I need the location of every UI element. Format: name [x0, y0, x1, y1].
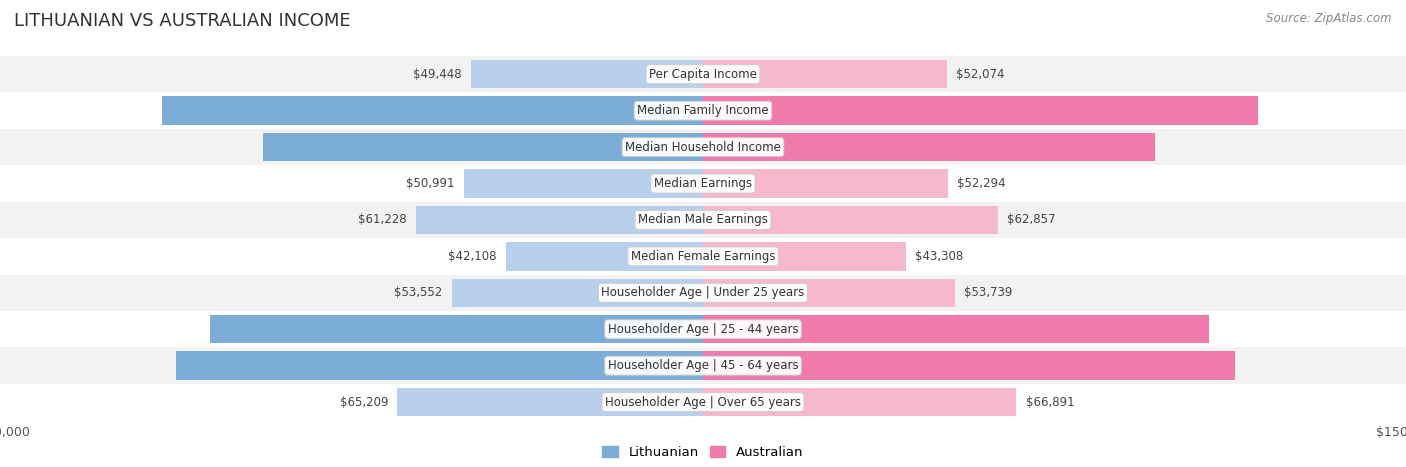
Bar [703, 60, 948, 88]
Text: $62,857: $62,857 [1007, 213, 1056, 226]
Text: $113,533: $113,533 [668, 359, 724, 372]
Text: Source: ZipAtlas.com: Source: ZipAtlas.com [1267, 12, 1392, 25]
Text: Householder Age | Under 25 years: Householder Age | Under 25 years [602, 286, 804, 299]
Text: Householder Age | 45 - 64 years: Householder Age | 45 - 64 years [607, 359, 799, 372]
Bar [0, 238, 1406, 275]
Bar [703, 97, 1258, 125]
Bar [703, 242, 905, 270]
Text: $112,484: $112,484 [682, 359, 738, 372]
Text: $105,223: $105,223 [683, 323, 740, 336]
Bar [0, 384, 1406, 420]
Text: Householder Age | 25 - 44 years: Householder Age | 25 - 44 years [607, 323, 799, 336]
Text: $118,440: $118,440 [669, 104, 725, 117]
Bar [703, 170, 948, 198]
Bar [451, 279, 703, 307]
Bar [0, 311, 1406, 347]
Text: $66,891: $66,891 [1026, 396, 1074, 409]
Bar [506, 242, 703, 270]
Text: $65,209: $65,209 [339, 396, 388, 409]
Bar [0, 129, 1406, 165]
Text: Per Capita Income: Per Capita Income [650, 68, 756, 81]
Bar [703, 352, 1234, 380]
Text: Householder Age | Over 65 years: Householder Age | Over 65 years [605, 396, 801, 409]
Text: Median Female Earnings: Median Female Earnings [631, 250, 775, 263]
Bar [703, 206, 998, 234]
Bar [263, 133, 703, 161]
Text: LITHUANIAN VS AUSTRALIAN INCOME: LITHUANIAN VS AUSTRALIAN INCOME [14, 12, 350, 30]
Bar [471, 60, 703, 88]
Bar [0, 56, 1406, 92]
Text: $107,912: $107,912 [666, 323, 723, 336]
Text: $42,108: $42,108 [447, 250, 496, 263]
Text: $96,490: $96,490 [672, 141, 721, 154]
Text: $93,852: $93,852 [685, 141, 734, 154]
Text: Median Family Income: Median Family Income [637, 104, 769, 117]
Text: $53,739: $53,739 [965, 286, 1012, 299]
Bar [209, 315, 703, 343]
Legend: Lithuanian, Australian: Lithuanian, Australian [598, 441, 808, 465]
Text: $49,448: $49,448 [413, 68, 463, 81]
Text: $61,228: $61,228 [359, 213, 406, 226]
Bar [0, 347, 1406, 384]
Text: Median Household Income: Median Household Income [626, 141, 780, 154]
Bar [0, 165, 1406, 202]
Bar [162, 97, 703, 125]
Text: $115,395: $115,395 [682, 104, 737, 117]
Bar [464, 170, 703, 198]
Bar [703, 279, 955, 307]
Bar [703, 388, 1017, 416]
Text: Median Earnings: Median Earnings [654, 177, 752, 190]
Bar [416, 206, 703, 234]
Bar [398, 388, 703, 416]
Bar [0, 202, 1406, 238]
Text: $53,552: $53,552 [395, 286, 443, 299]
Bar [176, 352, 703, 380]
Text: Median Male Earnings: Median Male Earnings [638, 213, 768, 226]
Bar [0, 92, 1406, 129]
Text: $52,074: $52,074 [956, 68, 1005, 81]
Bar [703, 133, 1156, 161]
Text: $43,308: $43,308 [915, 250, 963, 263]
Text: $52,294: $52,294 [957, 177, 1007, 190]
Bar [703, 315, 1209, 343]
Bar [0, 275, 1406, 311]
Text: $50,991: $50,991 [406, 177, 454, 190]
